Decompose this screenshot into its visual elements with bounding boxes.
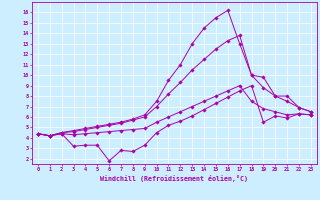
X-axis label: Windchill (Refroidissement éolien,°C): Windchill (Refroidissement éolien,°C) (100, 175, 248, 182)
